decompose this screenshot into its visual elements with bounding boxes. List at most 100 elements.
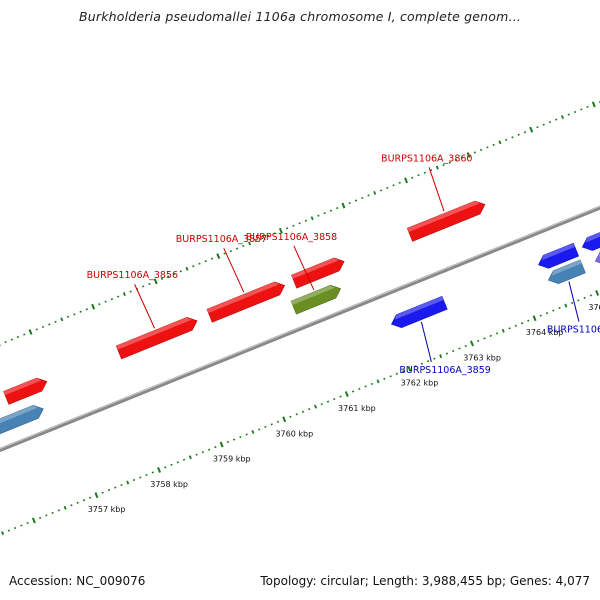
forward-tick (260, 237, 264, 240)
forward-tick (73, 313, 76, 316)
gene-g-s0[interactable] (0, 405, 44, 435)
gene-body[interactable] (406, 200, 486, 242)
gene-g-f3[interactable] (291, 257, 345, 289)
gene-body[interactable] (538, 242, 580, 269)
forward-tick (173, 272, 176, 275)
gene-label[interactable]: BURPS1106A_3859 (399, 365, 490, 376)
gene-highlight (394, 296, 444, 320)
forward-tick (10, 338, 13, 341)
gene-body[interactable] (206, 281, 286, 323)
reverse-tick (445, 352, 449, 355)
gene-label[interactable]: BURPS1106A_3856 (87, 270, 178, 281)
gene-g-r1[interactable] (538, 242, 580, 269)
forward-tick (536, 126, 539, 129)
forward-tick (60, 317, 64, 322)
gene-body[interactable] (3, 377, 48, 405)
scale-tick-label: 3764 kbp (526, 328, 564, 337)
forward-tick (454, 158, 458, 162)
reverse-tick (139, 476, 142, 479)
gene-label[interactable]: BURPS1106A_3857 (176, 234, 267, 245)
reverse-tick (26, 521, 29, 525)
forward-tick (223, 252, 226, 255)
gene-label[interactable]: BURPS1106A_3861 (547, 325, 600, 336)
gene-label[interactable]: BURPS1106A_3858 (246, 232, 337, 243)
forward-tick (586, 105, 589, 109)
gene-label[interactable]: BURPS1106A_3860 (381, 153, 472, 164)
reverse-tick (245, 433, 248, 436)
scale-labels: 3757 kbp 3758 kbp 3759 kbp 3760 kbp 3761 kbp… (88, 303, 600, 514)
forward-tick (129, 290, 132, 293)
forward-tick (278, 227, 283, 234)
gene-g-3860[interactable] (406, 200, 486, 242)
gene-g-3856[interactable] (115, 317, 198, 360)
gene-g-3857[interactable] (206, 281, 286, 323)
reverse-tick (577, 299, 580, 302)
reverse-tick (1, 531, 5, 536)
gene-body[interactable] (594, 236, 600, 265)
reverse-tick (264, 425, 267, 428)
reverse-tick (126, 480, 130, 485)
reverse-tick (370, 382, 373, 385)
reverse-tick (233, 438, 236, 441)
reverse-tick (389, 375, 392, 378)
forward-tick (323, 212, 326, 215)
forward-tick (498, 140, 502, 145)
gene-g-r2[interactable] (581, 222, 600, 251)
reverse-tick (301, 410, 305, 413)
gene-body[interactable] (390, 295, 448, 329)
gene-g-3859[interactable] (390, 295, 448, 329)
reverse-tick (195, 453, 198, 456)
reverse-tick (495, 332, 499, 335)
gene-highlight (291, 285, 336, 305)
gene-body[interactable] (115, 317, 198, 360)
reverse-tick (344, 391, 349, 397)
reverse-tick (452, 349, 455, 353)
forward-tick (285, 227, 289, 230)
backbone-group (0, 205, 600, 453)
reverse-tick (314, 404, 318, 409)
gene-features[interactable] (0, 139, 600, 435)
forward-tick (198, 262, 201, 265)
backbone-highlight (0, 205, 600, 450)
forward-tick (185, 266, 189, 271)
forward-tick (386, 186, 389, 189)
forward-tick (98, 303, 101, 306)
reverse-tick (258, 428, 261, 431)
forward-tick (110, 298, 114, 301)
reverse-tick (532, 315, 537, 322)
forward-tick (542, 123, 545, 126)
forward-tick (167, 275, 170, 278)
gene-body[interactable] (291, 257, 345, 289)
reverse-tick (239, 435, 242, 439)
forward-tick (492, 143, 495, 146)
reverse-tick (289, 415, 292, 418)
reverse-tick (63, 505, 67, 510)
forward-tick (310, 216, 314, 221)
gene-g-3861[interactable] (547, 259, 586, 285)
gene-g-3858[interactable] (290, 284, 342, 315)
forward-tick (142, 285, 145, 288)
forward-tick (54, 320, 57, 323)
reverse-tick (470, 340, 474, 347)
forward-tick (511, 136, 514, 139)
forward-tick (35, 328, 38, 331)
gene-highlight (551, 259, 582, 276)
forward-tick (304, 219, 308, 222)
backbone (0, 205, 600, 453)
gene-highlight (541, 243, 575, 261)
reverse-tick (595, 289, 600, 296)
forward-tick (505, 138, 508, 141)
forward-tick (348, 201, 351, 205)
forward-tick (229, 249, 232, 253)
gene-g-f0[interactable] (3, 377, 48, 405)
forward-tick (573, 110, 577, 114)
reverse-tick (76, 501, 79, 504)
gene-body[interactable] (547, 259, 586, 285)
reverse-tick (207, 448, 211, 451)
reverse-tick (527, 319, 530, 322)
scale-tick-label: 3763 kbp (463, 353, 501, 362)
reverse-tick (326, 400, 330, 403)
gene-highlight (0, 405, 38, 424)
forward-tick (235, 247, 239, 250)
